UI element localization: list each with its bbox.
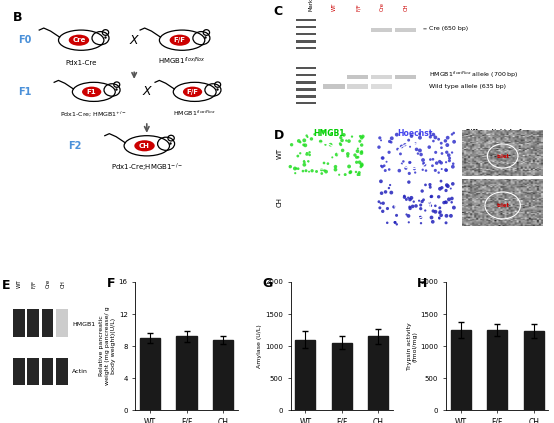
Bar — [368, 336, 388, 410]
Text: X: X — [142, 85, 151, 99]
Text: HMGB1$^{flox/flox}$ allele (700 bp): HMGB1$^{flox/flox}$ allele (700 bp) — [429, 70, 519, 80]
Y-axis label: Amylase (U/L): Amylase (U/L) — [257, 324, 262, 368]
Text: Pdx1-Cre;HMGB1$^{-/-}$: Pdx1-Cre;HMGB1$^{-/-}$ — [111, 162, 183, 174]
Bar — [295, 340, 315, 410]
Text: E: E — [2, 279, 10, 292]
Text: B: B — [13, 11, 23, 24]
Bar — [450, 330, 471, 410]
Text: HMGB1: HMGB1 — [73, 322, 95, 327]
Text: Wild type allele (635 bp): Wild type allele (635 bp) — [429, 84, 506, 89]
Text: Actin: Actin — [73, 369, 88, 374]
Text: F/F: F/F — [32, 280, 37, 288]
Text: F0: F0 — [18, 35, 32, 45]
Text: F2: F2 — [69, 141, 82, 151]
Text: D: D — [274, 129, 284, 142]
Text: Marker: Marker — [309, 0, 314, 11]
Text: F/F: F/F — [356, 3, 361, 11]
Bar — [177, 336, 197, 410]
Ellipse shape — [170, 35, 190, 46]
Text: HMGB1$^{flox/flox}$: HMGB1$^{flox/flox}$ — [158, 56, 206, 67]
Text: Pdx1-Cre; HMGB1$^{+/-}$: Pdx1-Cre; HMGB1$^{+/-}$ — [60, 109, 127, 118]
Text: H: H — [417, 277, 428, 290]
Text: HMGB1: HMGB1 — [314, 129, 345, 138]
Ellipse shape — [82, 87, 101, 97]
Bar — [332, 343, 352, 410]
Bar — [487, 330, 507, 410]
Text: F: F — [106, 277, 115, 290]
Text: CH: CH — [276, 197, 283, 207]
Text: F/F: F/F — [174, 37, 186, 43]
Text: CH: CH — [403, 3, 408, 11]
Text: WT: WT — [276, 148, 283, 159]
Text: F1: F1 — [18, 87, 32, 97]
Text: WT: WT — [332, 3, 337, 11]
Text: F/F: F/F — [187, 89, 198, 95]
Ellipse shape — [183, 87, 202, 97]
Y-axis label: Trypsin activity
(fmol/mg): Trypsin activity (fmol/mg) — [407, 322, 418, 370]
Text: Pdx1-Cre: Pdx1-Cre — [65, 60, 97, 66]
Text: CH: CH — [61, 280, 66, 288]
Text: Cre: Cre — [379, 2, 384, 11]
Text: F1: F1 — [87, 89, 96, 95]
Bar — [140, 338, 160, 410]
Bar — [524, 331, 544, 410]
Text: CH: CH — [139, 143, 150, 149]
Y-axis label: Relative pancreatic
weight (mg pancrease/ g
body weight)(U/L): Relative pancreatic weight (mg pancrease… — [99, 307, 116, 385]
Text: C: C — [274, 5, 283, 18]
Text: Cre (650 bp): Cre (650 bp) — [429, 26, 468, 31]
Ellipse shape — [134, 140, 155, 151]
Text: X: X — [130, 34, 138, 47]
Ellipse shape — [69, 35, 89, 46]
Text: HMGB1$^{flox/flox}$: HMGB1$^{flox/flox}$ — [173, 108, 216, 118]
Text: G: G — [262, 277, 272, 290]
Text: Hoechst: Hoechst — [398, 129, 433, 138]
Bar — [213, 340, 233, 410]
Text: Differential interfer-
ence contrast: Differential interfer- ence contrast — [466, 129, 531, 140]
Text: Cre: Cre — [72, 37, 86, 43]
Text: WT: WT — [17, 280, 22, 288]
Text: Cre: Cre — [46, 279, 51, 288]
